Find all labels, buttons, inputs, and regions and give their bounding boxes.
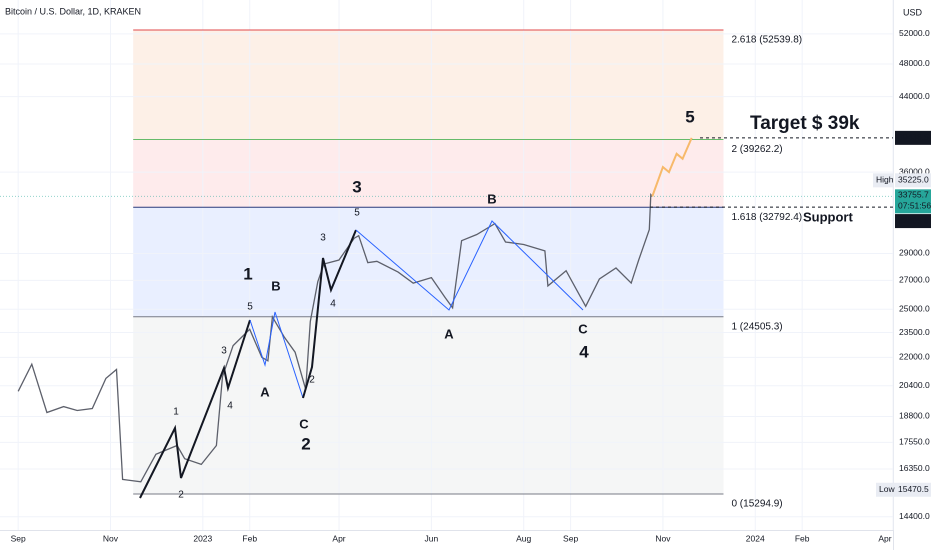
wave-label: C xyxy=(578,321,588,336)
y-tick-label: 36000.0 xyxy=(899,166,930,176)
x-tick-label: Nov xyxy=(655,533,671,543)
target-price-bg xyxy=(895,130,931,145)
target-price: 39436.5 xyxy=(898,132,929,142)
support-price-bg xyxy=(895,214,931,229)
y-tick-label: 44000.0 xyxy=(899,91,930,101)
wave-label: 4 xyxy=(227,401,233,412)
last-price-bg xyxy=(895,189,931,214)
fib-zone xyxy=(133,29,724,140)
x-tick-label: Apr xyxy=(878,533,891,543)
high-tag: High xyxy=(876,175,894,185)
wave-label: 2 xyxy=(178,490,184,501)
wave-label: 3 xyxy=(352,177,361,196)
currency: USD xyxy=(903,7,923,17)
y-tick-label: 29000.0 xyxy=(899,248,930,258)
x-tick-label: Nov xyxy=(103,533,119,543)
wave-line xyxy=(355,220,584,311)
y-tick-label: 20400.0 xyxy=(899,380,930,390)
y-tick-label: 18800.0 xyxy=(899,411,930,421)
wave-label: 1 xyxy=(173,407,179,418)
low-price: 15470.5 xyxy=(898,484,929,494)
fib-label: 0 (15294.9) xyxy=(731,499,782,510)
x-tick-label: 2023 xyxy=(193,533,212,543)
wave-label: 2 xyxy=(309,375,315,386)
high-tag-bg xyxy=(873,173,893,188)
fib-zone xyxy=(133,139,724,208)
fib-label: 2 (39262.2) xyxy=(731,144,782,155)
wave-label: 3 xyxy=(221,346,227,357)
wave-label: 3 xyxy=(320,233,326,244)
fib-zone xyxy=(133,207,724,317)
wave-label: 1 xyxy=(243,264,252,283)
low-tag-bg xyxy=(876,482,895,497)
high-price-bg xyxy=(895,173,931,188)
x-tick-label: Aug xyxy=(516,533,531,543)
y-tick-label: 22000.0 xyxy=(899,352,930,362)
last-price: 33755.7 xyxy=(898,190,929,200)
fib-label: 1 (24505.3) xyxy=(731,321,782,332)
support-price: 32805.8 xyxy=(898,215,929,225)
y-tick-label: 48000.0 xyxy=(899,58,930,68)
x-tick-label: Jun xyxy=(425,533,439,543)
wave-label: 5 xyxy=(354,208,360,219)
fib-label: 1.618 (32792.4) xyxy=(731,212,802,223)
wave-label: 5 xyxy=(247,302,253,313)
low-tag: Low xyxy=(879,484,895,494)
wave-label: B xyxy=(271,278,280,293)
x-tick-label: Sep xyxy=(11,533,26,543)
wave-line xyxy=(249,311,304,399)
low-price-bg xyxy=(895,482,931,497)
target-label: Target $ 39k xyxy=(750,113,860,134)
wave-label: 4 xyxy=(579,342,589,361)
wave-label: C xyxy=(299,416,309,431)
fib-label: 2.618 (52539.8) xyxy=(731,35,802,46)
x-tick-label: Sep xyxy=(563,533,578,543)
x-tick-label: Feb xyxy=(242,533,257,543)
y-tick-label: 25000.0 xyxy=(899,304,930,314)
wave-label: 2 xyxy=(301,434,310,453)
price-line xyxy=(651,137,693,197)
y-tick-label: 17550.0 xyxy=(899,437,930,447)
y-tick-label: 23500.0 xyxy=(899,327,930,337)
y-tick-label: 52000.0 xyxy=(899,28,930,38)
high-price: 35225.0 xyxy=(898,175,929,185)
wave-label: A xyxy=(444,326,454,341)
x-tick-label: 2024 xyxy=(746,533,765,543)
y-tick-label: 14400.0 xyxy=(899,511,930,521)
y-tick-label: 16350.0 xyxy=(899,463,930,473)
y-tick-label: 27000.0 xyxy=(899,275,930,285)
wave-label: 5 xyxy=(685,107,694,126)
wave-line xyxy=(139,319,251,499)
x-tick-label: Apr xyxy=(332,533,345,543)
wave-label: B xyxy=(487,191,496,206)
chart-title: Bitcoin / U.S. Dollar, 1D, KRAKEN xyxy=(5,6,141,16)
countdown: 07:51:56 xyxy=(898,201,931,211)
x-tick-label: Feb xyxy=(795,533,810,543)
fib-zone xyxy=(133,316,724,495)
support-label: Support xyxy=(803,209,853,224)
wave-line xyxy=(302,229,357,399)
wave-label: 4 xyxy=(330,299,336,310)
wave-label: A xyxy=(260,384,270,399)
